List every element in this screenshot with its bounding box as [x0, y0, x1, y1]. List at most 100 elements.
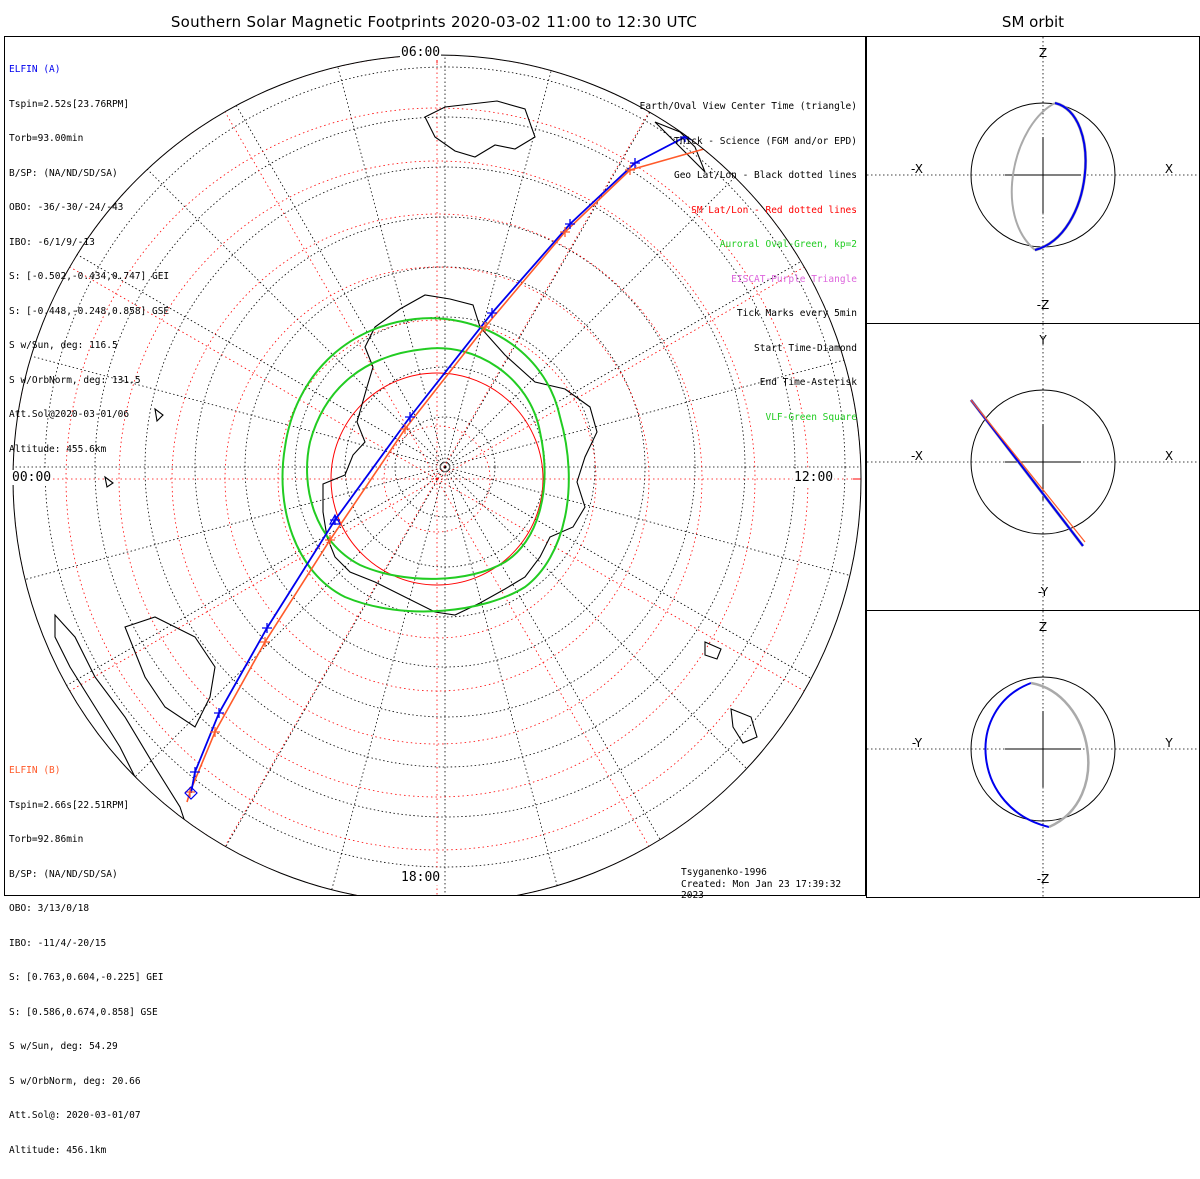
elfin-b-name: ELFIN (B) [9, 765, 61, 776]
elfin-b-tick [260, 637, 270, 647]
mlt-label-left: 00:00 [11, 470, 53, 485]
elfin-a-info: ELFIN (A) Tspin=2.52s[23.76RPM] Torb=93.… [9, 41, 169, 478]
auroral-oval-inner [306, 347, 546, 580]
australia-coast [424, 100, 536, 158]
geo-longitude-line [13, 466, 446, 903]
elfin-a-tick [405, 412, 415, 422]
island-b [704, 641, 722, 660]
elfin-b-tick [210, 727, 220, 737]
elfin-a-line: Torb=93.00min [9, 133, 84, 144]
axis-label-left: -X [911, 449, 923, 463]
antarctica-coast [322, 294, 598, 616]
elfin-a-line: S: [-0.502,-0.434,0.747] GEI [9, 271, 170, 282]
axis-label-up: Z [1039, 620, 1047, 634]
geo-longitude-line [13, 466, 446, 818]
elfin-a-line: OBO: -36/-30/-24/-43 [9, 202, 124, 213]
earth-circle [970, 676, 1116, 822]
elfin-a-tick [565, 219, 575, 229]
elfin-a-tick [190, 767, 200, 777]
auroral-oval [281, 317, 570, 613]
elfin-a-line: S w/OrbNorm, deg: 131.5 [9, 374, 141, 386]
island-d [104, 475, 114, 488]
sm-latitude-circle [383, 425, 491, 533]
earth-circle [970, 389, 1116, 535]
orbit-b-path-back [1010, 102, 1056, 251]
elfin-b-line: Torb=92.86min [9, 834, 84, 845]
elfin-b-line: B/SP: (NA/ND/SD/SA) [9, 868, 118, 880]
orbit-panel-xy: Y -Y -X X [866, 323, 1200, 611]
elfin-b-line: S: [0.763,0.604,-0.225] GEI [9, 972, 164, 983]
orbit-b-path [1030, 681, 1090, 829]
geo-latitude-circle [394, 416, 496, 518]
plot-title: Southern Solar Magnetic Footprints 2020-… [170, 13, 698, 31]
orbit-plot-yz: Z -Z -Y Y [867, 611, 1199, 897]
orbit-panel-xz: Z -Z -X X [866, 36, 1200, 324]
orbit-plot-xz: Z -Z -X X [867, 37, 1199, 323]
mlt-label-bottom: 18:00 [400, 870, 442, 885]
legend-item: Geo Lat/Lon - Black dotted lines [673, 170, 857, 181]
sm-mlt-line [436, 478, 788, 903]
elfin-b-tick [400, 424, 410, 434]
elfin-b-line: OBO: 3/13/0/18 [9, 903, 90, 914]
legend-item: SM Lat/Lon - Red dotted lines [691, 204, 857, 216]
elfin-b-info: ELFIN (B) Tspin=2.66s[22.51RPM] Torb=92.… [9, 742, 163, 1179]
footprint-tracks [184, 132, 718, 803]
geo-longitude-line [263, 55, 446, 468]
created-label: Created: Mon Jan 23 17:39:32 2023 [681, 878, 842, 902]
sm-latitude-circle [330, 372, 544, 586]
view-center-triangle [328, 513, 342, 525]
auroral-oval-outer [281, 317, 570, 613]
geo-longitude-line [444, 55, 796, 468]
elfin-b-tick [625, 165, 635, 175]
legend-item: End Time-Asterisk [759, 377, 857, 388]
start-diamond [184, 786, 198, 800]
elfin-a-line: IBO: -6/1/9/-13 [9, 236, 95, 248]
elfin-a-line: S: [-0.448,-0.248,0.858] GSE [9, 305, 170, 317]
axis-label-up: Z [1039, 46, 1047, 60]
geo-longitude-line [444, 466, 861, 903]
geo-longitude-line [444, 466, 796, 903]
elfin-b-tick [480, 322, 490, 332]
elfin-b-line: Att.Sol@: 2020-03-01/07 [9, 1110, 141, 1121]
axis-label-right: Y [1164, 736, 1173, 750]
elfin-a-line: Att.Sol@2020-03-01/06 [9, 409, 130, 420]
elfin-b-line: Altitude: 456.1km [9, 1144, 107, 1156]
orbit-title: SM orbit [1001, 13, 1065, 31]
elfin-a-tick [630, 158, 640, 168]
elfin-a-name: ELFIN (A) [9, 64, 61, 75]
axis-label-right: X [1165, 449, 1173, 463]
geo-longitude-line [444, 116, 861, 468]
legend-item: VLF-Green Square [765, 411, 857, 423]
axis-label-down: -Z [1037, 298, 1050, 312]
elfin-a-line: S w/Sun, deg: 116.5 [9, 340, 118, 351]
geo-longitude-line [94, 466, 446, 903]
legend-item: Auroral Oval-Green, kp=2 [719, 239, 857, 250]
polar-map-panel: 06:00 00:00 12:00 18:00 ELFIN (A) Tspin=… [4, 36, 866, 1156]
elfin-b-line: Tspin=2.66s[22.51RPM] [9, 799, 130, 811]
geo-longitude-line [13, 116, 446, 468]
elfin-b-tick [560, 227, 570, 237]
elfin-a-line: Tspin=2.52s[23.76RPM] [9, 98, 130, 110]
geo-longitude-line [444, 466, 627, 903]
axis-label-left: -X [911, 162, 923, 176]
mlt-label-top: 06:00 [400, 45, 442, 60]
elfin-b-line: IBO: -11/4/-20/15 [9, 937, 107, 949]
axis-label-down: -Z [1037, 872, 1050, 886]
legend-item: Tick Marks every 5min [736, 308, 857, 319]
sm-latitude-circle [118, 160, 756, 798]
island-a [730, 708, 758, 744]
legend-item: Start Time-Diamond [754, 342, 857, 354]
axis-label-down: -Y [1038, 585, 1049, 599]
geo-longitude-line [13, 466, 446, 649]
legend-item: EISCAT-Purple Triangle [731, 273, 857, 285]
axis-label-right: X [1165, 162, 1173, 176]
credit: Tsyganenko-1996 Created: Mon Jan 23 17:3… [681, 867, 865, 902]
elfin-a-tick [487, 308, 497, 318]
geo-longitude-line [444, 466, 861, 818]
geo-longitude-line [13, 285, 446, 468]
elfin-b-line: S: [0.586,0.674,0.858] GSE [9, 1006, 158, 1018]
geo-longitude-line [444, 285, 861, 468]
axis-label-left: -Y [912, 736, 923, 750]
geo-longitude-line [263, 466, 446, 903]
elfin-b-line: S w/Sun, deg: 54.29 [9, 1041, 118, 1052]
